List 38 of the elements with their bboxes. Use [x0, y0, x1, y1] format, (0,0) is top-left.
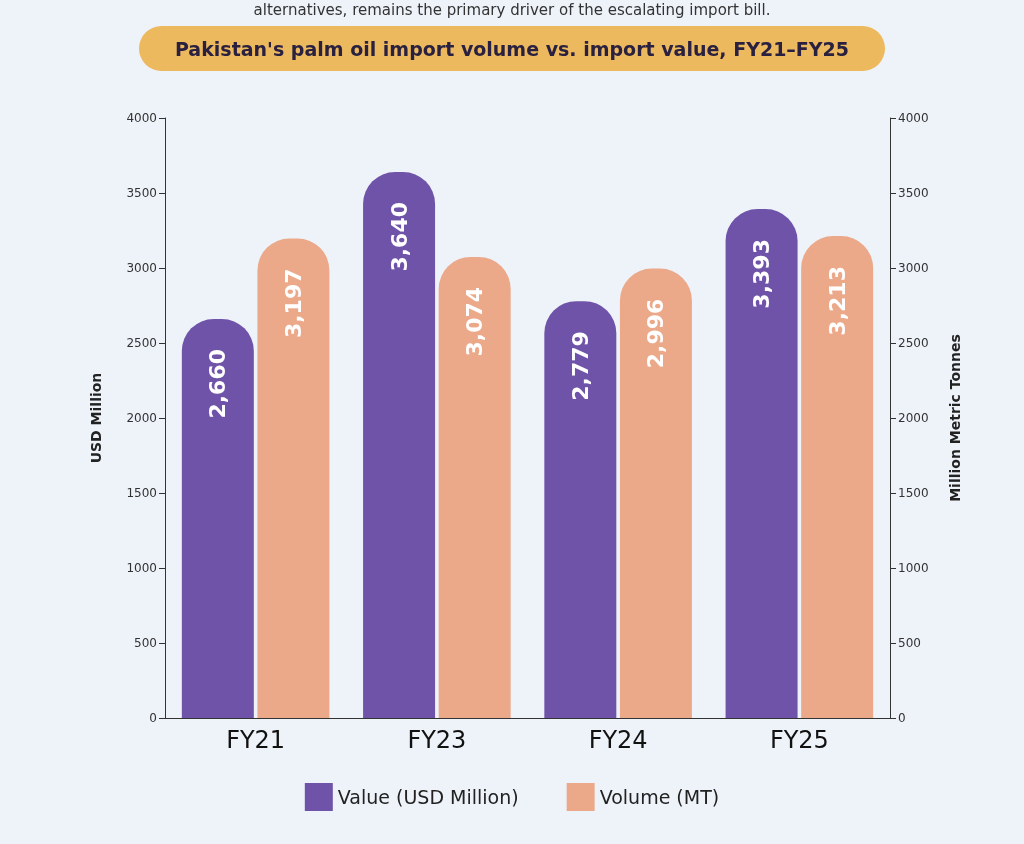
x-tick-label: FY23: [407, 726, 467, 754]
y2-tick-label: 3500: [898, 186, 929, 200]
y-tick-label: 0: [149, 711, 157, 725]
bar: [181, 319, 254, 718]
y-tick-label: 1500: [126, 486, 157, 500]
y-tick-label: 2000: [126, 411, 157, 425]
y-tick-label: 2500: [126, 336, 157, 350]
y2-tick-label: 1000: [898, 561, 929, 575]
y-tick-label: 3000: [126, 261, 157, 275]
y2-axis-title: Million Metric Tonnes: [947, 334, 963, 502]
y-tick-label: 500: [134, 636, 157, 650]
legend-label: Volume (MT): [599, 786, 720, 808]
y-tick-label: 1000: [126, 561, 157, 575]
y2-tick-label: 500: [898, 636, 921, 650]
x-tick-label: FY24: [588, 726, 648, 754]
data-label: 3,640: [386, 202, 412, 272]
data-label: 3,393: [749, 239, 775, 309]
text: alternatives, remains the primary driver of the escalating import bill.: [253, 0, 771, 19]
y2-tick-label: 2000: [898, 411, 929, 425]
data-label: 2,996: [643, 298, 669, 369]
data-label: 3,197: [280, 268, 306, 339]
data-label: 2,779: [567, 331, 593, 401]
data-label: 2,660: [205, 349, 231, 419]
data-label: 3,213: [824, 266, 850, 336]
x-tick-label: FY25: [769, 726, 829, 754]
y2-tick-label: 3000: [898, 261, 929, 275]
y2-tick-label: 4000: [898, 111, 929, 125]
bar: [725, 209, 798, 718]
y-tick-label: 3500: [126, 186, 157, 200]
data-label: 3,074: [462, 286, 488, 357]
y-tick-label: 4000: [126, 111, 157, 125]
legend-label: Value (USD Million): [337, 786, 519, 808]
y-axis-title: USD Million: [88, 372, 104, 464]
y2-tick-label: 2500: [898, 336, 929, 350]
y2-tick-label: 1500: [898, 486, 929, 500]
x-tick-label: FY21: [226, 726, 286, 754]
y2-tick-label: 0: [898, 711, 906, 725]
chart-title: Pakistan's palm oil import volume vs. import value, FY21–FY25: [174, 37, 850, 60]
